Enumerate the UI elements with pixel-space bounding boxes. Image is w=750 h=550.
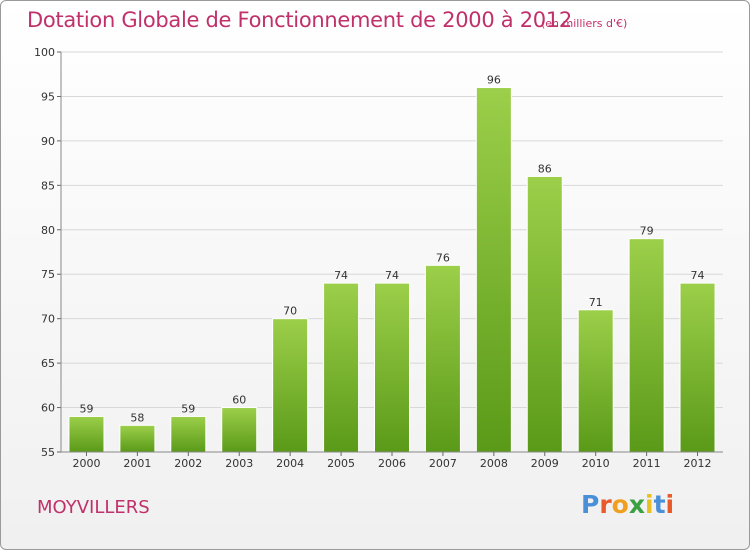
y-tick-label: 70 xyxy=(41,313,55,326)
data-label-2010: 71 xyxy=(589,296,603,309)
data-label-2007: 76 xyxy=(436,251,450,264)
bar-2010[interactable] xyxy=(577,309,614,453)
x-tick-label-2004: 2004 xyxy=(276,457,304,470)
bar-2008[interactable] xyxy=(475,87,512,453)
x-axis: 2000 2001 2002 2003 2004 2005 2006 2007 2008 2009… xyxy=(61,451,723,470)
logo-letter: i xyxy=(665,490,675,519)
x-tick-label-2001: 2001 xyxy=(123,457,151,470)
bar-2006[interactable] xyxy=(374,282,410,453)
logo-letter: P xyxy=(581,490,600,519)
y-tick-label: 75 xyxy=(41,268,55,281)
data-label-2006: 74 xyxy=(385,269,399,282)
bar-2002[interactable] xyxy=(170,415,207,453)
logo-letter: i xyxy=(645,490,654,519)
bar-2012[interactable] xyxy=(679,282,716,453)
chart-title: Dotation Globale de Fonctionnement de 20… xyxy=(27,8,572,32)
x-tick-label-2006: 2006 xyxy=(378,457,406,470)
place-name: MOYVILLERS xyxy=(37,497,150,518)
data-label-2001: 58 xyxy=(130,411,144,424)
logo-letter: x xyxy=(628,490,645,519)
data-label-2011: 79 xyxy=(640,225,654,238)
bar-2003[interactable] xyxy=(221,407,258,453)
x-tick-label-2012: 2012 xyxy=(684,457,712,470)
y-tick-label: 95 xyxy=(41,90,55,103)
x-tick-label-2011: 2011 xyxy=(633,457,661,470)
bar-2000[interactable] xyxy=(68,415,105,453)
logo-letter: r xyxy=(599,490,612,519)
bar-2011[interactable] xyxy=(628,238,665,453)
bar-2004[interactable] xyxy=(272,318,309,453)
y-tick-label: 100 xyxy=(34,46,55,59)
data-label-2012: 74 xyxy=(691,269,705,282)
data-label-2000: 59 xyxy=(79,402,93,415)
bar-2009[interactable] xyxy=(526,175,563,453)
x-tick-label-2002: 2002 xyxy=(174,457,202,470)
x-tick-label-2003: 2003 xyxy=(225,457,253,470)
y-tick-label: 80 xyxy=(41,224,55,237)
data-label-2008: 96 xyxy=(487,74,501,87)
data-label-2003: 60 xyxy=(232,394,246,407)
y-axis: 55 60 65 70 75 80 85 90 95 100 xyxy=(34,46,62,459)
x-tick-label-2000: 2000 xyxy=(72,457,100,470)
logo-letter: o xyxy=(611,490,629,519)
bar-2005[interactable] xyxy=(323,282,360,453)
data-label-2002: 59 xyxy=(181,402,195,415)
data-label-2009: 86 xyxy=(538,162,552,175)
data-label-2005: 74 xyxy=(334,269,348,282)
chart-subtitle: (en milliers d'€) xyxy=(541,17,628,30)
y-tick-label: 65 xyxy=(41,357,55,370)
y-tick-label: 60 xyxy=(41,402,55,415)
proxiti-logo[interactable]: Proxiti xyxy=(581,490,674,519)
x-tick-label-2008: 2008 xyxy=(480,457,508,470)
x-tick-label-2010: 2010 xyxy=(582,457,610,470)
data-label-2004: 70 xyxy=(283,305,297,318)
y-tick-label: 55 xyxy=(41,446,55,459)
bar-2001[interactable] xyxy=(119,424,156,453)
y-tick-label: 90 xyxy=(41,135,55,148)
bar-2007[interactable] xyxy=(424,264,461,453)
x-tick-label-2007: 2007 xyxy=(429,457,457,470)
logo-letter: t xyxy=(653,490,666,519)
x-tick-label-2009: 2009 xyxy=(531,457,559,470)
bars xyxy=(68,87,716,453)
x-tick-label-2005: 2005 xyxy=(327,457,355,470)
data-labels: 59 58 59 60 70 74 74 76 96 86 71 79 74 xyxy=(79,74,704,425)
y-tick-label: 85 xyxy=(41,179,55,192)
